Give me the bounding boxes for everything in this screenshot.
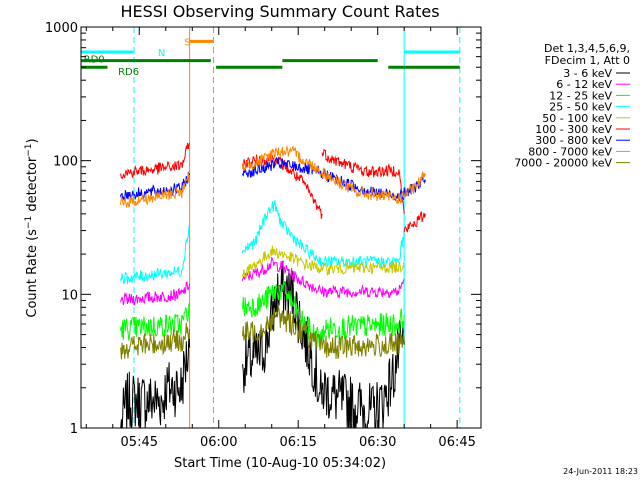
series-7000-20000-kev-segment-2 xyxy=(321,332,405,360)
series-3-6-kev xyxy=(120,260,405,428)
legend-label-800-7000-kev: 800 - 7000 keV xyxy=(528,145,612,158)
plot-frame xyxy=(80,26,482,429)
series-25-50-kev-segment-2 xyxy=(321,230,405,269)
legend-header-1: FDecim 1, Att 0 xyxy=(545,54,630,67)
series-3-6-kev-segment-1 xyxy=(242,260,323,405)
y-axis-label: Count Rate (s−1 detector−1) xyxy=(24,138,40,317)
series-6-12-kev-segment-2 xyxy=(321,278,405,299)
state-label-rd6: RD6 xyxy=(118,67,139,78)
legend-label-12-25-kev: 12 - 25 keV xyxy=(549,89,612,102)
series-800-7000-kev-segment-0 xyxy=(120,172,191,208)
series-6-12-kev-segment-0 xyxy=(120,281,191,306)
series-25-50-kev-segment-0 xyxy=(120,223,191,285)
legend-label-7000-20000-kev: 7000 - 20000 keV xyxy=(514,157,612,170)
legend-label-100-300-kev: 100 - 300 keV xyxy=(535,123,612,136)
date-stamp: 24-Jun-2011 18:23 xyxy=(563,467,638,476)
x-tick-label-1: 06:00 xyxy=(200,435,237,450)
x-axis: 05:45 06:00 06:15 06:30 06:45 xyxy=(85,27,476,450)
y-axis: 1 10 100 1000 xyxy=(45,21,481,437)
series-12-25-kev xyxy=(120,280,405,348)
series-3-6-kev-segment-2 xyxy=(321,320,405,428)
chart-title: HESSI Observing Summary Count Rates xyxy=(120,2,439,21)
series-800-7000-kev xyxy=(120,144,426,208)
state-bar-rd6 xyxy=(81,59,460,69)
series-50-100-kev xyxy=(242,245,405,280)
series-7000-20000-kev xyxy=(120,305,405,360)
x-tick-label-0: 05:45 xyxy=(121,435,158,450)
series-25-50-kev-segment-1 xyxy=(242,199,323,267)
legend-label-6-12-kev: 6 - 12 keV xyxy=(556,78,612,91)
series-300-800-kev-segment-1 xyxy=(242,156,323,178)
series-7000-20000-kev-segment-0 xyxy=(120,322,191,360)
x-tick-label-3: 06:30 xyxy=(359,435,396,450)
legend: Det 1,3,4,5,6,9,FDecim 1, Att 03 - 6 keV… xyxy=(514,42,630,170)
series-100-300-kev-segment-2 xyxy=(321,148,405,214)
series-100-300-kev-segment-3 xyxy=(403,211,426,233)
series-50-100-kev-segment-1 xyxy=(321,260,405,276)
state-label-s: S xyxy=(184,37,190,48)
series-6-12-kev xyxy=(120,256,405,306)
legend-label-25-50-kev: 25 - 50 keV xyxy=(549,101,612,114)
series-7000-20000-kev-segment-1 xyxy=(242,305,323,351)
x-axis-label: Start Time (10-Aug-10 05:34:02) xyxy=(174,456,386,471)
y-tick-label-0: 1 xyxy=(70,422,78,437)
series-12-25-kev-segment-1 xyxy=(242,280,323,348)
series-25-50-kev xyxy=(120,199,405,285)
state-label-rd0: RD0 xyxy=(84,55,105,66)
series-50-100-kev-segment-0 xyxy=(242,245,323,280)
series-12-25-kev-segment-0 xyxy=(120,303,191,341)
legend-label-50-100-kev: 50 - 100 keV xyxy=(542,112,612,125)
x-tick-label-2: 06:15 xyxy=(279,435,316,450)
series-3-6-kev-segment-0 xyxy=(120,333,191,428)
x-tick-label-4: 06:45 xyxy=(438,435,475,450)
series-100-300-kev-segment-0 xyxy=(120,142,191,180)
legend-header-0: Det 1,3,4,5,6,9, xyxy=(544,42,630,55)
y-tick-label-1: 10 xyxy=(61,288,78,303)
series-12-25-kev-segment-2 xyxy=(321,308,405,341)
y-tick-label-3: 1000 xyxy=(45,21,78,36)
series-800-7000-kev-segment-1 xyxy=(242,144,426,204)
state-label-n: N xyxy=(158,48,165,59)
legend-label-300-800-kev: 300 - 800 keV xyxy=(535,134,612,147)
y-tick-label-2: 100 xyxy=(53,155,78,170)
legend-label-3-6-kev: 3 - 6 keV xyxy=(563,67,612,80)
series-6-12-kev-segment-1 xyxy=(242,256,323,295)
